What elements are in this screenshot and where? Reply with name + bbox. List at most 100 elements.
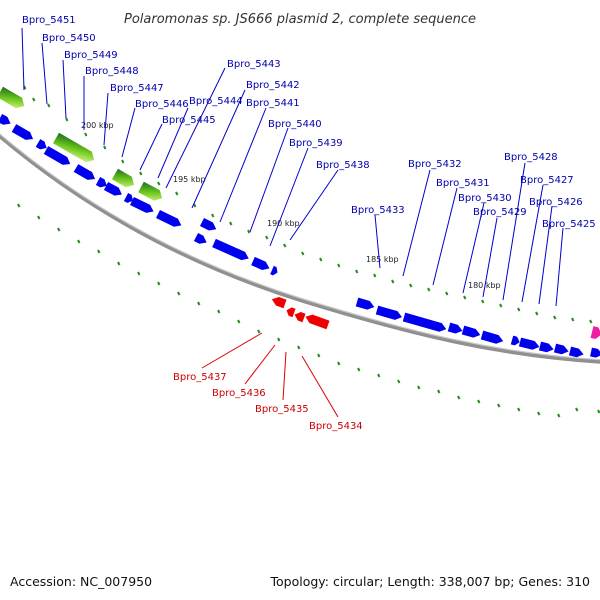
forward-gene-arrow <box>510 335 520 346</box>
tick-mark <box>97 249 101 254</box>
tick-mark <box>499 303 503 308</box>
tick-label-190kbp: 190 kbp <box>267 219 300 228</box>
reverse-gene-arrow <box>286 307 296 318</box>
tick-mark <box>517 307 521 312</box>
feature-arrow <box>138 181 163 201</box>
summary-text: Topology: circular; Length: 338,007 bp; … <box>270 574 591 589</box>
forward-gene-arrow <box>0 114 11 125</box>
tick-mark <box>57 227 61 232</box>
tick-mark <box>175 191 179 196</box>
tick-mark <box>301 251 305 256</box>
feature-arrow <box>112 168 135 188</box>
gene-label-bpro-5430: Bpro_5430 <box>458 193 512 204</box>
tick-label-185kbp: 185 kbp <box>366 255 399 264</box>
gene-label-bpro-5437: Bpro_5437 <box>173 372 227 383</box>
reverse-gene-labels: Bpro_5437 Bpro_5436 Bpro_5435 Bpro_5434 <box>173 372 363 432</box>
gene-label-bpro-5431: Bpro_5431 <box>436 178 490 189</box>
gene-label-bpro-5429: Bpro_5429 <box>473 207 527 218</box>
tick-mark <box>37 215 41 220</box>
reverse-leader-lines <box>201 332 339 418</box>
tick-mark <box>32 97 36 102</box>
tick-mark <box>517 407 521 412</box>
tick-mark <box>437 389 441 394</box>
gene-label-bpro-5450: Bpro_5450 <box>42 33 96 44</box>
feature-arrow-pink <box>590 326 600 340</box>
scale-labels: 200 kbp 195 kbp 190 kbp 185 kbp 180 kbp <box>81 121 501 290</box>
tick-mark <box>355 269 359 274</box>
tick-mark <box>65 117 69 122</box>
forward-gene-arrow <box>73 164 96 180</box>
feature-arrow <box>0 86 25 109</box>
tick-mark <box>17 203 21 208</box>
gene-label-bpro-5433: Bpro_5433 <box>351 205 405 216</box>
forward-gene-arrow <box>95 177 107 188</box>
tick-mark <box>157 281 161 286</box>
tick-mark <box>497 403 501 408</box>
tick-mark <box>477 399 481 404</box>
forward-gene-arrow <box>212 238 249 261</box>
gene-label-bpro-5451: Bpro_5451 <box>22 15 76 26</box>
gene-label-bpro-5435: Bpro_5435 <box>255 404 309 415</box>
gene-label-bpro-5447: Bpro_5447 <box>110 83 164 94</box>
tick-mark <box>481 299 485 304</box>
accession-text: Accession: NC_007950 <box>10 574 152 589</box>
forward-gene-arrow <box>375 305 402 320</box>
forward-gene-arrow <box>447 322 463 334</box>
feature-arrow <box>53 132 95 163</box>
forward-gene-arrow <box>123 193 134 203</box>
tick-mark <box>193 203 197 208</box>
forward-gene-arrow <box>43 146 71 165</box>
gene-label-bpro-5438: Bpro_5438 <box>316 160 370 171</box>
forward-gene-arrow <box>461 325 481 338</box>
forward-gene-arrow <box>35 139 47 150</box>
tick-mark <box>121 159 125 164</box>
tick-label-180kbp: 180 kbp <box>468 281 501 290</box>
forward-gene-arrow <box>270 265 278 276</box>
forward-gene-arrow <box>193 232 207 244</box>
forward-gene-arrow <box>480 330 504 344</box>
tick-mark <box>137 271 141 276</box>
tick-mark <box>391 279 395 284</box>
reverse-gene-arrow <box>305 314 330 330</box>
tick-mark <box>211 213 215 218</box>
tick-mark <box>557 413 561 418</box>
tick-mark <box>457 395 461 400</box>
tick-mark <box>373 273 377 278</box>
tick-mark <box>217 309 221 314</box>
gene-label-bpro-5442: Bpro_5442 <box>246 80 300 91</box>
tick-mark <box>597 409 600 414</box>
gene-label-bpro-5427: Bpro_5427 <box>520 175 574 186</box>
scale-ticks <box>17 85 600 418</box>
gene-label-bpro-5444: Bpro_5444 <box>189 96 243 107</box>
tick-mark <box>277 337 281 342</box>
tick-mark <box>397 379 401 384</box>
gene-label-bpro-5439: Bpro_5439 <box>289 138 343 149</box>
tick-mark <box>553 315 557 320</box>
tick-mark <box>571 317 575 322</box>
tick-mark <box>229 221 233 226</box>
reverse-strand-genes <box>271 297 330 330</box>
highlighted-features <box>0 86 600 340</box>
tick-label-200kbp: 200 kbp <box>81 121 114 130</box>
reverse-gene-arrow <box>271 297 287 309</box>
tick-mark <box>463 295 467 300</box>
tick-mark <box>417 385 421 390</box>
tick-mark <box>157 181 161 186</box>
tick-mark <box>535 311 539 316</box>
tick-mark <box>197 301 201 306</box>
forward-gene-arrow <box>103 182 122 196</box>
tick-mark <box>47 103 51 108</box>
gene-label-bpro-5449: Bpro_5449 <box>64 50 118 61</box>
tick-mark <box>265 235 269 240</box>
forward-gene-arrow <box>402 312 447 332</box>
tick-mark <box>377 373 381 378</box>
forward-gene-arrow <box>11 124 34 140</box>
forward-strand-genes <box>0 114 600 358</box>
tick-mark <box>247 229 251 234</box>
tick-mark <box>84 132 88 137</box>
forward-gene-arrow <box>590 347 600 358</box>
gene-label-bpro-5441: Bpro_5441 <box>246 98 300 109</box>
gene-label-bpro-5428: Bpro_5428 <box>504 152 558 163</box>
reverse-gene-arrow <box>294 312 306 323</box>
